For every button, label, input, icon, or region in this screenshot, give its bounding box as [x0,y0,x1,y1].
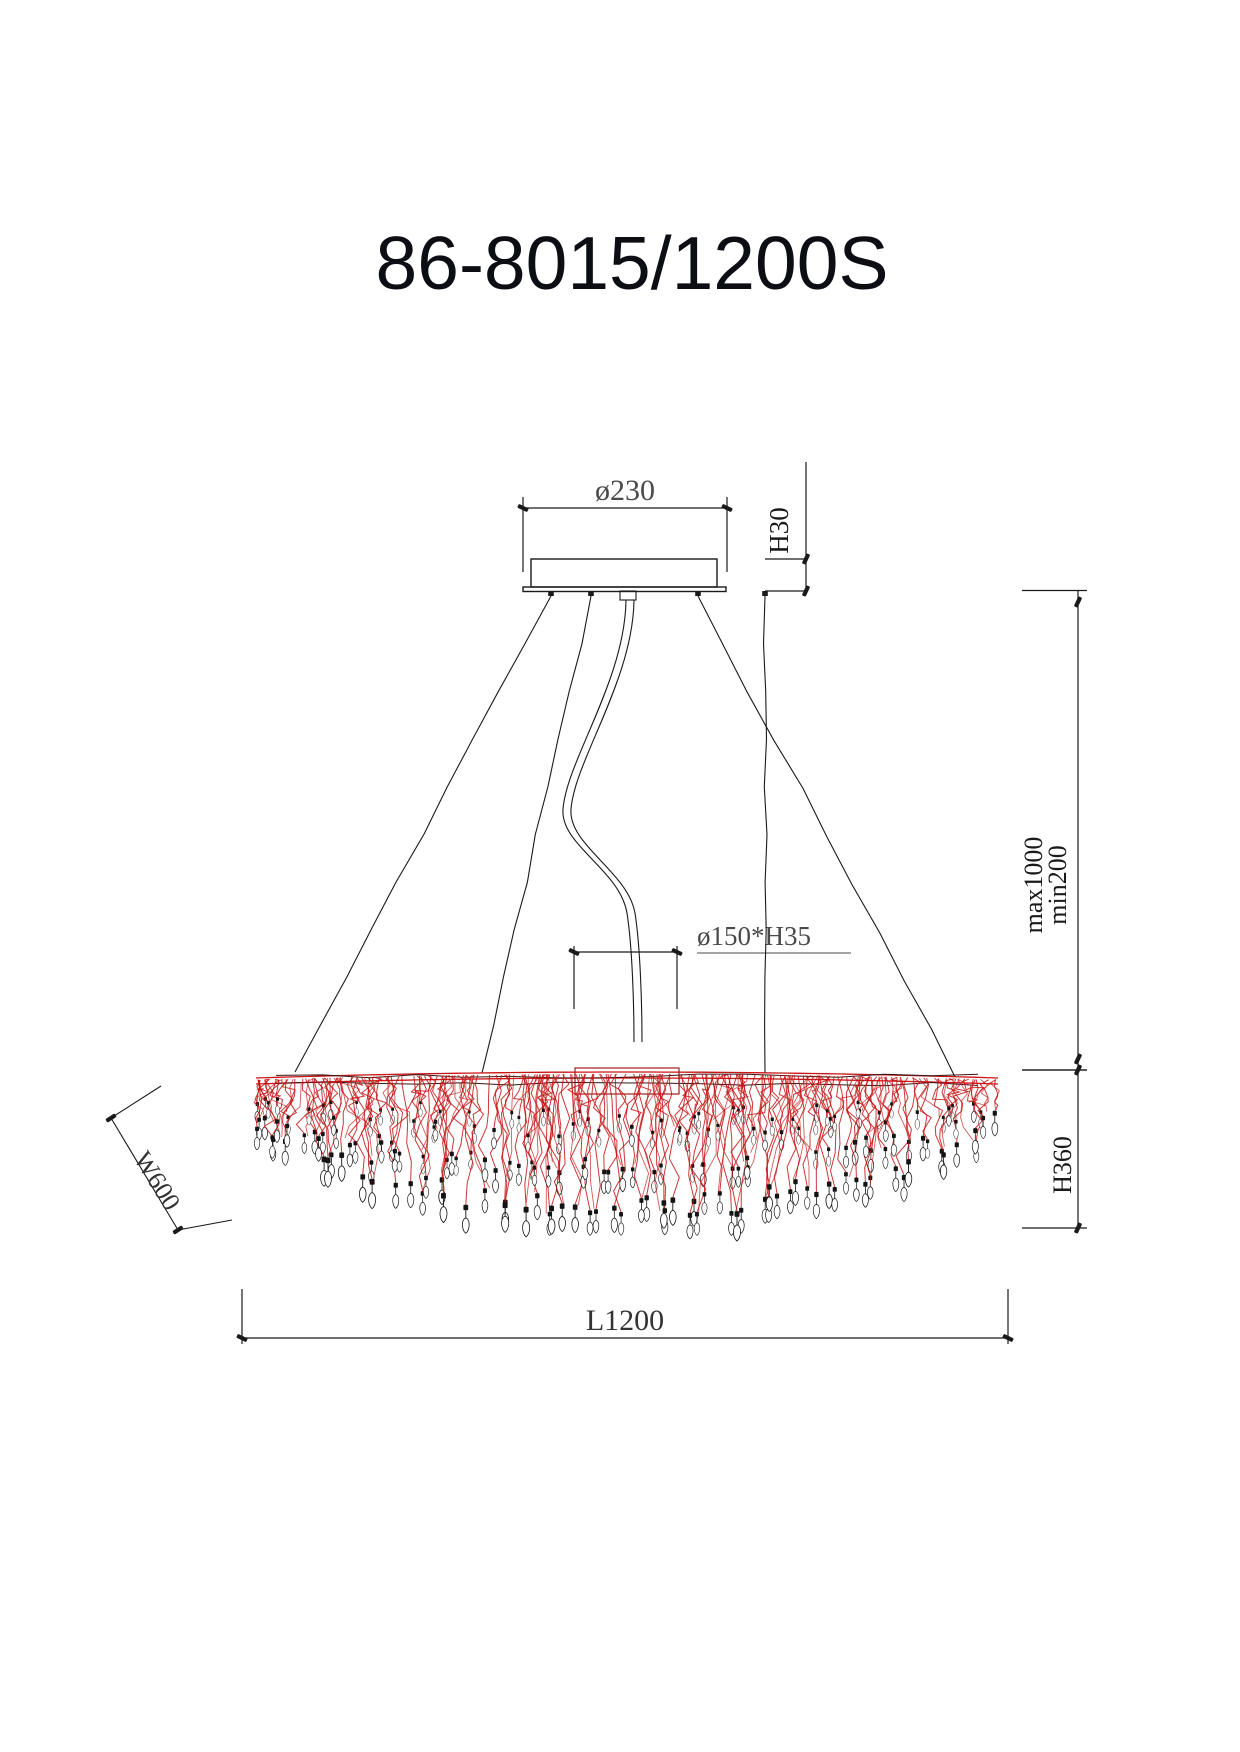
svg-text:ø230: ø230 [595,474,655,507]
svg-text:ø150*H35: ø150*H35 [697,921,811,951]
svg-text:86-8015/1200S: 86-8015/1200S [376,221,889,305]
svg-text:L1200: L1200 [586,1304,664,1337]
